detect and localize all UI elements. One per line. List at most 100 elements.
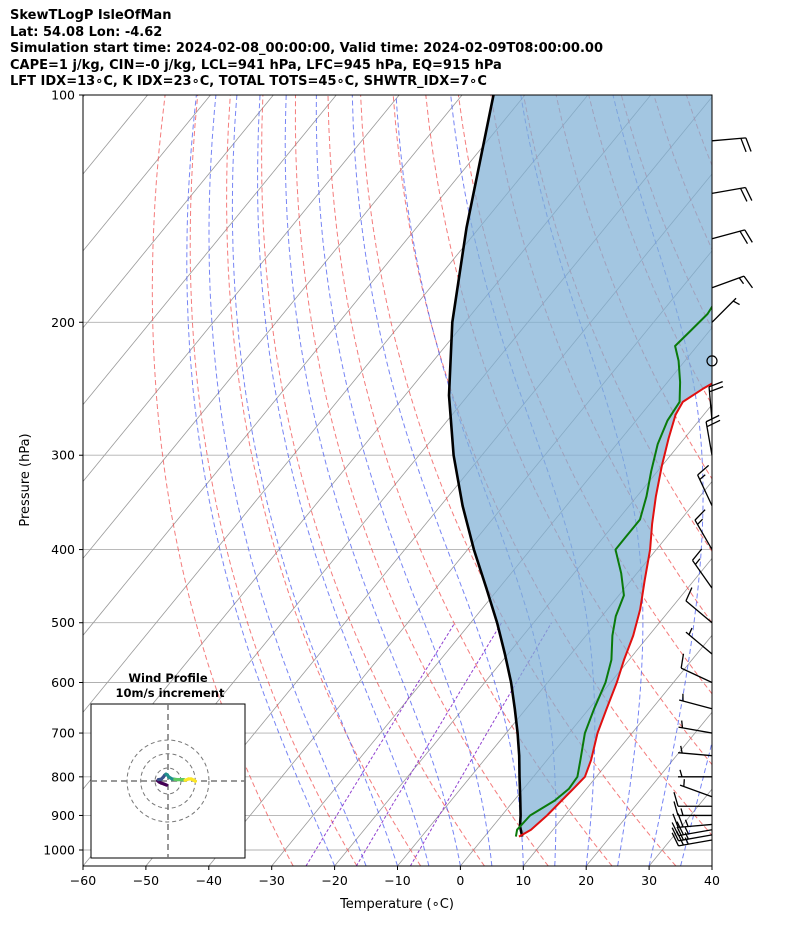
- barb-half-flag: [738, 277, 745, 285]
- barb-staff: [705, 421, 713, 456]
- wind-barb: [673, 792, 712, 807]
- x-tick-label: 10: [515, 873, 531, 888]
- x-tick-label: 20: [578, 873, 594, 888]
- wind-barb: [685, 587, 713, 624]
- barb-staff: [678, 699, 713, 710]
- isotherm-line: [83, 95, 85, 98]
- x-tick-label: −50: [133, 873, 159, 888]
- isotherm-line: [83, 95, 463, 560]
- barb-staff: [679, 784, 713, 798]
- chart-title: SkewTLogP IsleOfMan: [10, 8, 172, 23]
- isotherm-line: [397, 480, 712, 866]
- moist-adiabat-line: [231, 95, 398, 866]
- wind-barb: [685, 627, 713, 655]
- x-tick-label: 30: [641, 873, 657, 888]
- barb-staff: [708, 386, 713, 421]
- barb-flag: [739, 230, 749, 245]
- barb-staff: [678, 839, 713, 847]
- mixing-ratio-line: [355, 622, 503, 866]
- hodograph-subtitle: 10m/s increment: [116, 686, 225, 700]
- x-axis-label: Temperature (∘C): [339, 897, 454, 912]
- barb-flag: [671, 832, 680, 847]
- barb-staff: [678, 829, 713, 837]
- temperature-profile-line: [518, 382, 712, 838]
- barb-half-flag: [688, 627, 693, 635]
- barb-flag: [745, 137, 752, 152]
- wind-barb: [678, 745, 713, 757]
- mixing-ratio-line: [305, 622, 456, 866]
- barb-flag: [706, 419, 721, 428]
- wind-barb: [678, 769, 712, 778]
- y-tick-label: 700: [51, 726, 75, 741]
- barb-flag: [676, 826, 685, 841]
- barb-flag: [744, 229, 753, 243]
- barb-flag: [673, 801, 679, 816]
- hodograph-ring: [126, 739, 210, 823]
- wind-barb: [711, 137, 752, 153]
- y-tick-label: 1000: [43, 843, 75, 858]
- barb-staff: [678, 823, 713, 829]
- hodograph-content: [91, 704, 245, 858]
- dry-adiabat-line: [784, 95, 794, 866]
- dry-adiabat-line: [226, 95, 422, 866]
- wind-barb: [706, 355, 718, 367]
- dry-adiabat-line: [719, 95, 794, 866]
- barb-staff: [678, 726, 713, 734]
- barb-half-flag: [684, 832, 689, 840]
- y-tick-label: 200: [51, 315, 75, 330]
- parcel-profile-line: [447, 95, 524, 837]
- x-tick-label: 40: [704, 873, 720, 888]
- cape-cin-shading: [449, 95, 712, 837]
- time-line: Simulation start time: 2024-02-08_00:00:…: [10, 41, 603, 56]
- wind-barb: [711, 297, 740, 323]
- barb-flag: [691, 548, 703, 561]
- moist-adiabat-line: [257, 95, 430, 866]
- isotherm-line: [585, 711, 712, 866]
- barb-half-flag: [732, 300, 740, 306]
- dry-adiabat-line: [151, 95, 294, 866]
- indices-line-1: CAPE=1 j/kg, CIN=-0 j/kg, LCL=941 hPa, L…: [10, 57, 502, 73]
- moist-adiabat-line: [612, 95, 704, 866]
- barb-staff: [678, 752, 713, 757]
- y-tick-label: 300: [51, 448, 75, 463]
- hodograph-segment: [192, 778, 197, 783]
- isotherm-line: [83, 95, 211, 252]
- wind-barb: [711, 186, 753, 202]
- barb-flag: [705, 414, 720, 423]
- moist-adiabat-line: [315, 95, 493, 866]
- barb-flag: [673, 792, 679, 807]
- wind-barb: [673, 801, 712, 817]
- barb-half-flag: [683, 779, 685, 787]
- hodograph-title: Wind Profile: [128, 671, 208, 685]
- wind-barb: [711, 229, 753, 245]
- y-tick-label: 100: [51, 88, 75, 103]
- barb-half-flag: [684, 819, 689, 827]
- barb-flag: [739, 188, 748, 202]
- barb-flag: [694, 509, 706, 521]
- barb-half-flag: [680, 808, 684, 816]
- barb-flag: [676, 821, 685, 836]
- x-tick-label: 0: [456, 873, 464, 888]
- calm-wind-circle: [706, 355, 718, 367]
- dry-adiabat-line: [294, 95, 549, 866]
- dewpoint-profile-line: [514, 305, 712, 837]
- barb-staff: [711, 297, 737, 323]
- wind-barb: [705, 414, 721, 456]
- barb-flag: [740, 138, 747, 153]
- barb-staff: [711, 229, 746, 240]
- x-tick-label: −60: [70, 873, 96, 888]
- barb-staff: [678, 834, 713, 842]
- barb-half-flag: [699, 474, 706, 480]
- moist-adiabat-line: [208, 95, 367, 866]
- dry-adiabat-line: [327, 95, 613, 866]
- barb-flag: [671, 822, 680, 836]
- y-tick-label: 900: [51, 808, 75, 823]
- barb-flag: [685, 587, 693, 602]
- barb-flag: [697, 464, 710, 476]
- isotherm-line: [83, 95, 274, 329]
- moist-adiabat-line: [186, 95, 336, 866]
- dry-adiabat-line: [261, 95, 485, 866]
- isotherm-line: [83, 95, 526, 636]
- y-tick-label: 400: [51, 542, 75, 557]
- barb-flag: [709, 385, 724, 393]
